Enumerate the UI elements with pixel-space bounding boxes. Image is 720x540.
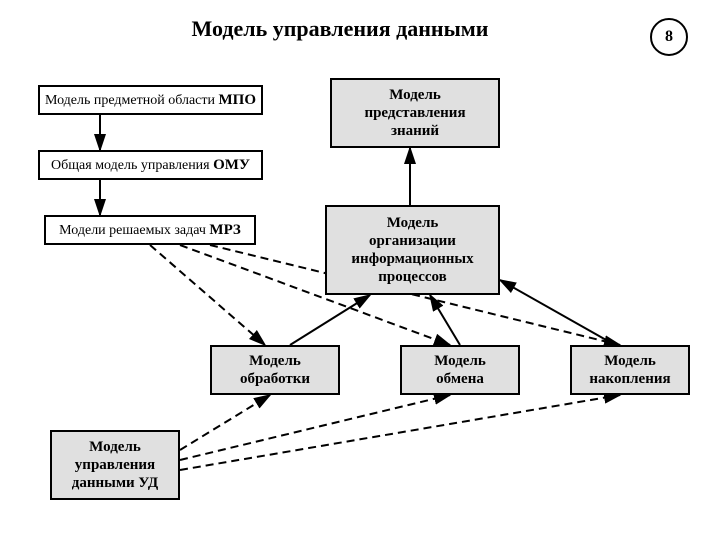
diagram-title: Модель управления данными [130,16,550,42]
node-mpo-label-plain: Модель предметной области [45,93,219,108]
node-exchange-label: Модельобмена [434,352,486,388]
node-mrz-label-plain: Модели решаемых задач [59,223,209,238]
arrow-ud_proc [180,395,270,450]
node-data-management-ud-label: Модельуправленияданными УД [72,438,159,492]
page-number: 8 [650,18,688,56]
node-org-processes: Модельорганизацииинформационныхпроцессов [325,205,500,295]
arrow-ud_exch [180,395,450,460]
arrow-mrz_proc [150,245,265,345]
node-accumulation-label: Модельнакопления [589,352,670,388]
node-processing: Модельобработки [210,345,340,395]
arrow-accum_org [500,280,615,345]
node-org-processes-label: Модельорганизацииинформационныхпроцессов [351,214,473,286]
node-knowledge: Модельпредставлениязнаний [330,78,500,148]
node-data-management-ud: Модельуправленияданными УД [50,430,180,500]
node-mrz-label-bold: МРЗ [209,222,240,238]
node-omu-label-bold: ОМУ [213,157,250,173]
arrow-exch_org [430,295,460,345]
node-knowledge-label: Модельпредставлениязнаний [364,86,465,140]
node-accumulation: Модельнакопления [570,345,690,395]
node-exchange: Модельобмена [400,345,520,395]
node-omu: Общая модель управления ОМУ [38,150,263,180]
node-omu-label-plain: Общая модель управления [51,158,213,173]
node-mpo: Модель предметной области МПО [38,85,263,115]
node-processing-label: Модельобработки [240,352,310,388]
arrow-ud_accum [180,395,620,470]
arrow-proc_org [290,295,370,345]
node-mpo-label-bold: МПО [219,92,257,108]
node-mrz: Модели решаемых задач МРЗ [44,215,256,245]
